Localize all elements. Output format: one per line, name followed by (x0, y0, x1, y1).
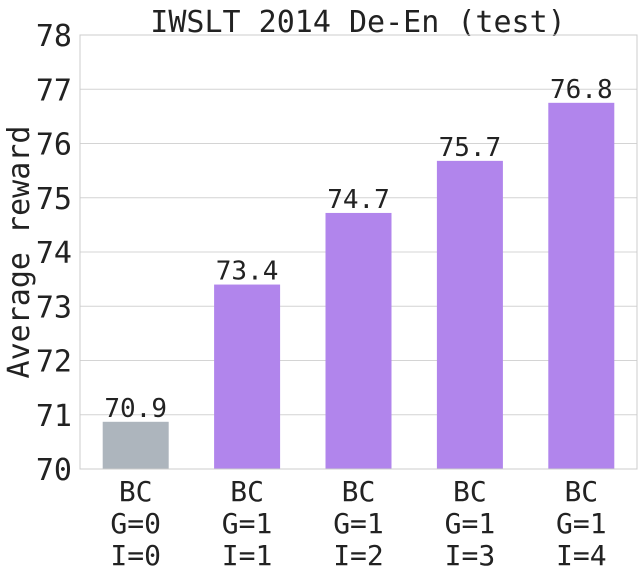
bar (214, 284, 281, 469)
y-tick-label: 77 (36, 73, 72, 108)
bar (548, 102, 615, 469)
data-label: 74.7 (327, 185, 390, 215)
x-tick-label: BC (453, 475, 487, 508)
y-tick-label: 76 (36, 128, 72, 163)
x-tick-label: G=1 (222, 507, 273, 540)
data-label: 75.7 (439, 133, 502, 163)
chart-title: IWSLT 2014 De-En (test) (150, 5, 565, 40)
x-tick-label: I=2 (333, 539, 384, 571)
data-label: 70.9 (104, 394, 167, 424)
x-tick-label: I=1 (222, 539, 273, 571)
x-tick-label: I=4 (556, 539, 607, 571)
x-tick-label: G=0 (110, 507, 161, 540)
data-labels: 70.9 73.4 74.7 75.7 76.8 (104, 75, 612, 424)
data-label: 73.4 (216, 257, 279, 287)
x-tick-label: BC (119, 475, 153, 508)
x-tick-label: BC (230, 475, 264, 508)
bar (102, 421, 169, 469)
x-tick-label: G=1 (556, 507, 607, 540)
y-tick-label: 71 (36, 399, 72, 434)
data-label: 76.8 (550, 75, 613, 105)
bar (325, 212, 392, 469)
plot-frame (79, 34, 638, 470)
x-tick-label: BC (564, 475, 598, 508)
y-tick-label: 70 (36, 453, 72, 488)
x-tick-label: I=3 (445, 539, 496, 571)
y-tick-label: 75 (36, 182, 72, 217)
y-tick-label: 73 (36, 290, 72, 325)
x-tick-label: G=1 (445, 507, 496, 540)
y-tick-label: 78 (36, 19, 72, 54)
y-axis-ticks: 70 71 72 73 74 75 76 77 78 (36, 19, 72, 488)
bar (436, 160, 503, 470)
y-tick-label: 74 (36, 236, 72, 271)
y-axis-label: Average reward (2, 126, 37, 379)
x-tick-label: G=1 (333, 507, 384, 540)
bars (102, 102, 615, 470)
y-tick-label: 72 (36, 345, 72, 380)
x-tick-label: I=0 (110, 539, 161, 571)
x-tick-label: BC (342, 475, 376, 508)
